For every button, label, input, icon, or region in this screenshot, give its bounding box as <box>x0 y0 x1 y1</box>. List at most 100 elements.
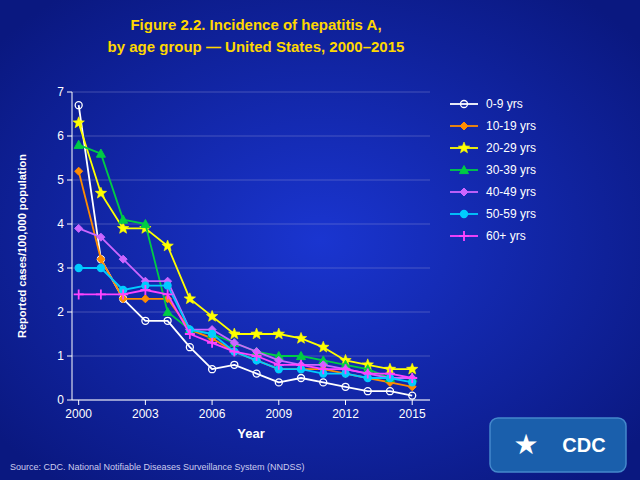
marker <box>74 140 83 148</box>
marker <box>117 222 128 233</box>
legend: 0-9 yrs10-19 yrs20-29 yrs30-39 yrs40-49 … <box>450 97 536 243</box>
tick-mark <box>67 92 72 93</box>
marker <box>253 370 260 377</box>
tick-mark <box>67 356 72 357</box>
marker <box>119 215 128 223</box>
legend-marker <box>460 122 468 130</box>
marker <box>385 369 395 379</box>
logo: ★CDC <box>490 418 626 472</box>
y-axis-label: Reported cases/100,000 population <box>16 154 28 338</box>
series-line <box>79 268 413 382</box>
x-axis-label: Year <box>237 426 264 441</box>
marker <box>231 361 238 368</box>
marker <box>230 338 239 346</box>
tick-mark <box>278 400 279 405</box>
tick-label: 6 <box>57 129 64 143</box>
marker <box>140 285 150 295</box>
tick-label: 4 <box>57 217 64 231</box>
grid-line <box>72 136 430 137</box>
series-line <box>79 171 413 387</box>
tick-label: 2 <box>57 305 64 319</box>
marker <box>74 289 84 299</box>
marker <box>186 344 193 351</box>
marker <box>318 341 329 352</box>
tick-label: 2009 <box>265 407 292 421</box>
chart: Figure 2.2. Incidence of hepatitis A, by … <box>0 0 640 480</box>
marker <box>407 373 417 383</box>
tick-mark <box>67 180 72 181</box>
tick-mark <box>78 400 79 405</box>
marker <box>230 339 238 347</box>
series-line <box>79 145 413 378</box>
marker <box>229 347 239 357</box>
y-axis-line <box>72 92 73 400</box>
marker <box>75 167 83 175</box>
title: Figure 2.2. Incidence of hepatitis A, <box>130 16 381 33</box>
axes: 01234567200020032006200920122015 <box>57 85 430 421</box>
marker <box>142 317 149 324</box>
marker <box>73 117 84 128</box>
marker <box>320 379 327 386</box>
marker <box>96 289 106 299</box>
x-axis-line <box>72 400 430 401</box>
legend-label: 10-19 yrs <box>486 119 536 133</box>
marker <box>119 255 127 263</box>
tick-mark <box>67 224 72 225</box>
tick-mark <box>145 400 146 405</box>
marker <box>185 329 195 339</box>
marker <box>342 383 349 390</box>
marker <box>209 331 216 338</box>
marker <box>318 364 328 374</box>
tick-label: 7 <box>57 85 64 99</box>
marker <box>75 224 83 232</box>
legend-label: 30-39 yrs <box>486 163 536 177</box>
logo-box <box>490 418 626 472</box>
marker <box>164 282 171 289</box>
marker <box>229 328 240 339</box>
plot-area <box>73 102 418 399</box>
marker <box>75 265 82 272</box>
marker <box>252 351 262 361</box>
series-line <box>79 290 413 378</box>
marker <box>118 289 128 299</box>
grid-line <box>72 268 430 269</box>
marker <box>273 328 284 339</box>
tick-label: 2000 <box>65 407 92 421</box>
marker <box>230 348 238 356</box>
marker <box>97 233 105 241</box>
source-note: Source: CDC. National Notifiable Disease… <box>10 462 305 472</box>
tick-mark <box>412 400 413 405</box>
grid-line <box>72 400 430 401</box>
marker <box>164 317 171 324</box>
marker <box>207 338 217 348</box>
marker <box>162 240 173 251</box>
tick-label: 2012 <box>332 407 359 421</box>
tick-mark <box>212 400 213 405</box>
marker <box>163 308 172 316</box>
tick-mark <box>345 400 346 405</box>
marker <box>209 366 216 373</box>
marker <box>274 360 284 370</box>
marker <box>97 255 105 263</box>
series-line <box>79 105 413 395</box>
legend-marker <box>458 142 469 153</box>
marker <box>296 360 306 370</box>
grid-line <box>72 180 430 181</box>
marker <box>184 293 195 304</box>
tick-label: 3 <box>57 261 64 275</box>
logo-text: CDC <box>562 434 605 456</box>
marker <box>75 102 82 109</box>
tick-label: 5 <box>57 173 64 187</box>
legend-swatch <box>450 103 478 105</box>
marker <box>96 149 105 157</box>
subtitle: by age group — United States, 2000–2015 <box>108 38 405 55</box>
legend-label: 40-49 yrs <box>486 185 536 199</box>
legend-label: 60+ yrs <box>486 229 526 243</box>
grid-line <box>72 92 430 93</box>
marker <box>341 364 351 374</box>
tick-label: 1 <box>57 349 64 363</box>
marker <box>97 265 104 272</box>
marker <box>275 379 282 386</box>
legend-label: 20-29 yrs <box>486 141 536 155</box>
legend-marker <box>461 101 468 108</box>
